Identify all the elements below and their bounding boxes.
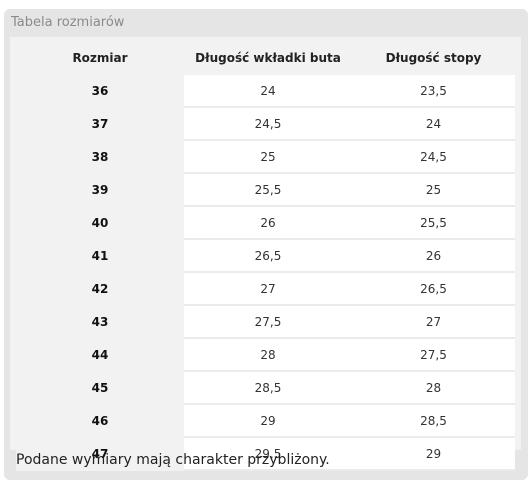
table-row: 37 24,5 24 xyxy=(16,108,515,141)
insole-length-cell: 28 xyxy=(184,339,352,372)
foot-length-cell: 28,5 xyxy=(352,405,515,438)
insole-length-cell: 25 xyxy=(184,141,352,174)
footnote: Podane wymiary mają charakter przybliżon… xyxy=(16,452,330,468)
size-cell: 37 xyxy=(16,108,184,141)
insole-length-cell: 26 xyxy=(184,207,352,240)
size-cell: 47 xyxy=(16,438,184,471)
foot-length-cell: 26,5 xyxy=(352,273,515,306)
foot-length-cell: 24 xyxy=(352,108,515,141)
foot-length-cell: 25,5 xyxy=(352,207,515,240)
insole-length-cell: 27,5 xyxy=(184,306,352,339)
size-cell: 39 xyxy=(16,174,184,207)
foot-length-cell: 26 xyxy=(352,240,515,273)
insole-length-cell: 26,5 xyxy=(184,240,352,273)
size-cell: 43 xyxy=(16,306,184,339)
insole-length-cell: 29,5 xyxy=(184,438,352,471)
table-row: 40 26 25,5 xyxy=(16,207,515,240)
insole-length-cell: 24 xyxy=(184,75,352,108)
table-row: 41 26,5 26 xyxy=(16,240,515,273)
size-cell: 38 xyxy=(16,141,184,174)
table-row: 46 29 28,5 xyxy=(16,405,515,438)
size-table-container: Rozmiar Długość wkładki buta Długość sto… xyxy=(10,37,521,471)
size-cell: 41 xyxy=(16,240,184,273)
table-row: 38 25 24,5 xyxy=(16,141,515,174)
table-row: 45 28,5 28 xyxy=(16,372,515,405)
size-cell: 46 xyxy=(16,405,184,438)
table-row: 44 28 27,5 xyxy=(16,339,515,372)
panel-title: Tabela rozmiarów xyxy=(11,15,125,30)
table-row: 39 25,5 25 xyxy=(16,174,515,207)
table-header-row: Rozmiar Długość wkładki buta Długość sto… xyxy=(16,41,515,75)
insole-length-cell: 27 xyxy=(184,273,352,306)
header-foot-length: Długość stopy xyxy=(352,41,515,75)
table-row: 47 29,5 29 xyxy=(16,438,515,471)
table-row: 36 24 23,5 xyxy=(16,75,515,108)
foot-length-cell: 24,5 xyxy=(352,141,515,174)
table-row: 42 27 26,5 xyxy=(16,273,515,306)
foot-length-cell: 27,5 xyxy=(352,339,515,372)
insole-length-cell: 24,5 xyxy=(184,108,352,141)
size-cell: 45 xyxy=(16,372,184,405)
insole-length-cell: 25,5 xyxy=(184,174,352,207)
size-cell: 44 xyxy=(16,339,184,372)
foot-length-cell: 27 xyxy=(352,306,515,339)
size-cell: 40 xyxy=(16,207,184,240)
table-row: 43 27,5 27 xyxy=(16,306,515,339)
foot-length-cell: 25 xyxy=(352,174,515,207)
foot-length-cell: 23,5 xyxy=(352,75,515,108)
foot-length-cell: 28 xyxy=(352,372,515,405)
foot-length-cell: 29 xyxy=(352,438,515,471)
size-cell: 36 xyxy=(16,75,184,108)
header-insole-length: Długość wkładki buta xyxy=(184,41,352,75)
insole-length-cell: 28,5 xyxy=(184,372,352,405)
size-table: Rozmiar Długość wkładki buta Długość sto… xyxy=(16,41,515,471)
insole-length-cell: 29 xyxy=(184,405,352,438)
header-size: Rozmiar xyxy=(16,41,184,75)
size-cell: 42 xyxy=(16,273,184,306)
size-chart-panel: Tabela rozmiarów Rozmiar Długość wkładki… xyxy=(4,9,528,480)
